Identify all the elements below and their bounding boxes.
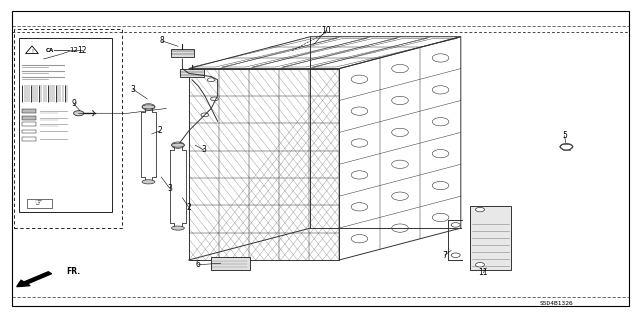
Text: 3: 3 bbox=[201, 145, 206, 154]
Text: ☞: ☞ bbox=[35, 198, 42, 207]
Text: 11: 11 bbox=[479, 268, 488, 277]
Text: 3: 3 bbox=[167, 184, 172, 193]
Text: S5D4B1326: S5D4B1326 bbox=[540, 301, 573, 306]
Bar bbox=[171, 48, 194, 57]
FancyArrow shape bbox=[17, 272, 52, 287]
Text: 5: 5 bbox=[562, 131, 567, 140]
Bar bbox=[211, 257, 250, 270]
Circle shape bbox=[476, 263, 484, 267]
Circle shape bbox=[451, 253, 460, 257]
Bar bbox=[27, 199, 52, 208]
Text: !: ! bbox=[31, 49, 33, 54]
Text: 9: 9 bbox=[71, 99, 76, 108]
Text: FR.: FR. bbox=[66, 267, 80, 276]
Bar bbox=[22, 109, 36, 113]
Text: CA: CA bbox=[46, 48, 54, 53]
Text: 2: 2 bbox=[157, 126, 163, 135]
Ellipse shape bbox=[173, 144, 183, 147]
Ellipse shape bbox=[142, 180, 155, 184]
Text: 10: 10 bbox=[321, 26, 332, 35]
Ellipse shape bbox=[172, 143, 184, 147]
Text: 7: 7 bbox=[442, 251, 447, 260]
Circle shape bbox=[476, 207, 484, 212]
Circle shape bbox=[74, 111, 84, 116]
Bar bbox=[14, 29, 122, 228]
Bar bbox=[19, 38, 112, 212]
Bar bbox=[180, 69, 204, 78]
Ellipse shape bbox=[143, 105, 154, 108]
Bar bbox=[22, 116, 36, 120]
Text: 3: 3 bbox=[131, 85, 136, 94]
Bar bbox=[22, 130, 36, 133]
Text: 12: 12 bbox=[77, 46, 86, 55]
Ellipse shape bbox=[172, 226, 184, 230]
Text: 6: 6 bbox=[196, 260, 201, 269]
Circle shape bbox=[451, 223, 460, 227]
Text: 2: 2 bbox=[186, 203, 191, 212]
Text: 8: 8 bbox=[159, 36, 164, 45]
Ellipse shape bbox=[142, 105, 155, 109]
Bar bbox=[22, 137, 36, 141]
Bar bbox=[22, 122, 36, 126]
Bar bbox=[470, 206, 511, 270]
Text: 12: 12 bbox=[69, 47, 78, 53]
